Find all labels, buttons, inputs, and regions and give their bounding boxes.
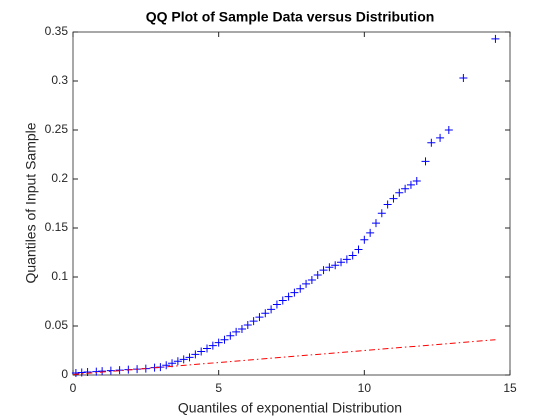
- data-point: [459, 74, 468, 83]
- data-point: [354, 245, 363, 254]
- data-point: [307, 275, 316, 284]
- chart-title: QQ Plot of Sample Data versus Distributi…: [146, 9, 435, 25]
- x-tick-label: 15: [503, 381, 517, 395]
- data-point: [331, 261, 340, 270]
- x-tick-label: 5: [215, 381, 222, 395]
- data-point: [427, 138, 436, 147]
- data-point: [98, 367, 107, 376]
- data-point: [401, 184, 410, 193]
- data-point: [173, 357, 182, 366]
- data-point: [203, 344, 212, 353]
- data-point: [348, 251, 357, 260]
- data-point: [191, 350, 200, 359]
- data-point: [383, 200, 392, 209]
- data-point: [162, 361, 171, 370]
- data-point: [337, 258, 346, 267]
- y-tick-label: 0: [61, 367, 68, 381]
- data-point: [366, 228, 375, 237]
- y-tick-label: 0.1: [51, 269, 68, 283]
- y-tick-label: 0.25: [45, 122, 69, 136]
- data-point: [232, 327, 241, 336]
- reference-line: [72, 339, 496, 376]
- data-point: [179, 355, 188, 364]
- data-point: [115, 366, 124, 375]
- x-tick-label: 10: [358, 381, 372, 395]
- data-point: [377, 209, 386, 218]
- data-point: [325, 263, 334, 272]
- data-point: [302, 279, 311, 288]
- plot-area: [72, 31, 511, 376]
- data-point: [83, 368, 92, 377]
- data-point: [208, 341, 217, 350]
- data-point: [249, 317, 258, 326]
- data-point: [185, 353, 194, 362]
- data-point: [255, 313, 264, 322]
- data-point: [421, 157, 430, 166]
- y-tick-label: 0.05: [45, 318, 69, 332]
- data-point: [278, 296, 287, 305]
- data-point: [220, 335, 229, 344]
- data-point: [389, 194, 398, 203]
- data-point: [491, 34, 500, 43]
- data-point: [360, 235, 369, 244]
- data-point: [197, 347, 206, 356]
- y-axis-label: Quantiles of Input Sample: [23, 122, 39, 283]
- y-tick-label: 0.35: [45, 24, 69, 38]
- data-point: [284, 292, 293, 301]
- data-point: [406, 180, 415, 189]
- data-point: [412, 176, 421, 185]
- data-point: [371, 219, 380, 228]
- data-point: [444, 126, 453, 134]
- data-point: [290, 288, 299, 297]
- data-point: [226, 331, 235, 340]
- data-point: [342, 255, 351, 264]
- data-point: [106, 366, 115, 375]
- data-point: [261, 309, 270, 318]
- y-tick-label: 0.2: [51, 171, 68, 185]
- data-point: [214, 338, 223, 347]
- x-tick-label: 0: [70, 381, 77, 395]
- y-tick-label: 0.3: [51, 73, 68, 87]
- y-tick-label: 0.15: [45, 220, 69, 234]
- data-point: [395, 188, 404, 197]
- data-point: [319, 266, 328, 275]
- x-axis-label: Quantiles of exponential Distribution: [178, 400, 402, 416]
- data-point: [436, 133, 445, 142]
- data-point: [237, 324, 246, 333]
- data-point: [267, 305, 276, 314]
- data-point: [313, 271, 322, 280]
- data-point: [243, 321, 252, 330]
- data-point: [272, 300, 281, 309]
- data-point: [296, 284, 305, 293]
